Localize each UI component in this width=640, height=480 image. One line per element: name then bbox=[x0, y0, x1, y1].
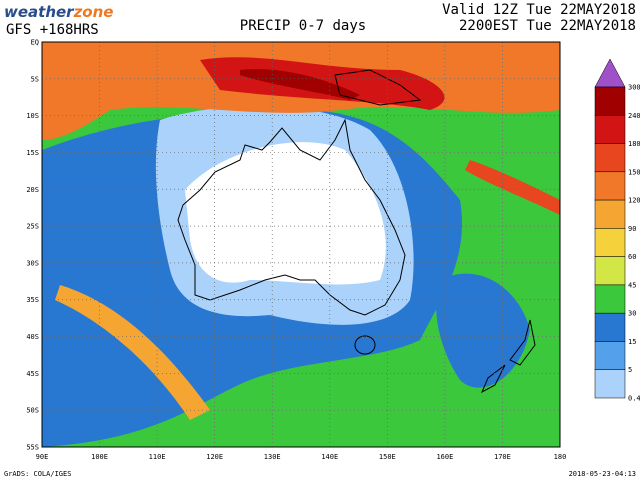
lon-label: 140E bbox=[321, 453, 338, 461]
colorbar-label: 45 bbox=[628, 281, 636, 289]
colorbar-label: 5 bbox=[628, 366, 632, 374]
colorbar-label: 120 bbox=[628, 197, 640, 205]
colorbar-over bbox=[594, 58, 626, 88]
lon-label: 120E bbox=[206, 453, 223, 461]
colorbar-box bbox=[594, 143, 626, 173]
colorbar-label: 240 bbox=[628, 112, 640, 120]
model-label: GFS +168HRS bbox=[6, 22, 99, 38]
lon-label: 90E bbox=[36, 453, 49, 461]
colorbar-box bbox=[594, 199, 626, 229]
lat-label: 10S bbox=[26, 112, 39, 120]
lat-label: 55S bbox=[26, 444, 39, 452]
footer-left: GrADS: COLA/IGES bbox=[4, 470, 71, 478]
lon-label: 130E bbox=[264, 453, 281, 461]
lat-label: EQ bbox=[31, 39, 39, 47]
lon-label: 170E bbox=[494, 453, 511, 461]
logo-part: zone bbox=[73, 3, 114, 21]
colorbar-box bbox=[594, 284, 626, 314]
lat-label: 5S bbox=[31, 75, 39, 83]
colorbar-box bbox=[594, 171, 626, 201]
lat-label: 50S bbox=[26, 407, 39, 415]
lat-label: 25S bbox=[26, 223, 39, 231]
lat-label: 45S bbox=[26, 370, 39, 378]
lon-label: 110E bbox=[149, 453, 166, 461]
colorbar-label: 180 bbox=[628, 140, 640, 148]
lon-label: 160E bbox=[436, 453, 453, 461]
lon-label: 180 bbox=[554, 453, 567, 461]
colorbar: 300 240 180 150 120 90 60 45 30 15 5 0.4 bbox=[594, 58, 640, 403]
colorbar-box bbox=[594, 341, 626, 370]
lon-label: 100E bbox=[91, 453, 108, 461]
colorbar-box bbox=[594, 228, 626, 257]
valid-time: 2200EST Tue 22MAY2018 bbox=[459, 18, 636, 34]
colorbar-box bbox=[594, 369, 626, 399]
colorbar-label: 15 bbox=[628, 338, 636, 346]
colorbar-label: 30 bbox=[628, 310, 636, 318]
colorbar-label: 60 bbox=[628, 253, 636, 261]
lat-label: 20S bbox=[26, 186, 39, 194]
colorbar-box bbox=[594, 115, 626, 144]
lat-label: 40S bbox=[26, 333, 39, 341]
colorbar-label: 0.4 bbox=[628, 395, 640, 403]
colorbar-box bbox=[594, 312, 626, 342]
logo-part: weather bbox=[4, 3, 75, 21]
colorbar-label: 90 bbox=[628, 225, 636, 233]
colorbar-box bbox=[594, 86, 626, 116]
valid-time: Valid 12Z Tue 22MAY2018 bbox=[442, 2, 636, 18]
colorbar-box bbox=[594, 256, 626, 286]
map-frame bbox=[41, 41, 561, 448]
footer-right: 2018-05-23-04:13 bbox=[569, 470, 636, 478]
lat-label: 30S bbox=[26, 259, 39, 267]
precip-map bbox=[42, 42, 560, 447]
title: PRECIP 0-7 days bbox=[240, 18, 366, 34]
lat-label: 35S bbox=[26, 296, 39, 304]
lat-label: 15S bbox=[26, 149, 39, 157]
logo: weatherzone bbox=[4, 3, 113, 21]
colorbar-label: 150 bbox=[628, 168, 640, 176]
lon-label: 150E bbox=[379, 453, 396, 461]
colorbar-label: 300 bbox=[628, 84, 640, 92]
